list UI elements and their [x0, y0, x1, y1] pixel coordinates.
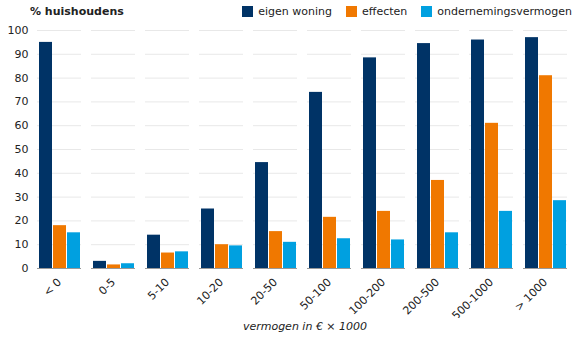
html-text:eigen woning: eigen woning [258, 4, 332, 18]
svg-text:200-500: 200-500 [400, 276, 442, 318]
svg-text:40: 40 [15, 167, 29, 180]
svg-text:500-1000: 500-1000 [449, 276, 496, 318]
svg-text:> 1000: > 1000 [512, 276, 550, 314]
svg-text:50-100: 50-100 [297, 276, 334, 313]
svg-text:80: 80 [15, 72, 29, 85]
svg-text:< 0: < 0 [41, 276, 64, 299]
svg-text:5-10: 5-10 [145, 276, 172, 303]
svg-text:50: 50 [15, 143, 29, 156]
html-text:vermogen in € × 1000: vermogen in € × 1000 [242, 320, 368, 333]
svg-text:100: 100 [8, 24, 29, 37]
svg-text:30: 30 [15, 191, 29, 204]
svg-text:90: 90 [15, 48, 29, 61]
html-text:% huishoudens: % huishoudens [30, 4, 124, 18]
html-text:ondernemingsvermogen: ondernemingsvermogen [437, 4, 572, 18]
svg-text:60: 60 [15, 119, 29, 132]
svg-text:0-5: 0-5 [96, 276, 118, 298]
html-text:effecten: effecten [362, 4, 408, 18]
svg-text:10: 10 [15, 238, 29, 251]
svg-text:100-200: 100-200 [346, 276, 388, 318]
svg-text:20: 20 [15, 214, 29, 227]
svg-text:20-50: 20-50 [248, 276, 280, 308]
svg-text:0: 0 [22, 262, 29, 275]
svg-text:70: 70 [15, 95, 29, 108]
svg-text:10-20: 10-20 [194, 276, 226, 308]
